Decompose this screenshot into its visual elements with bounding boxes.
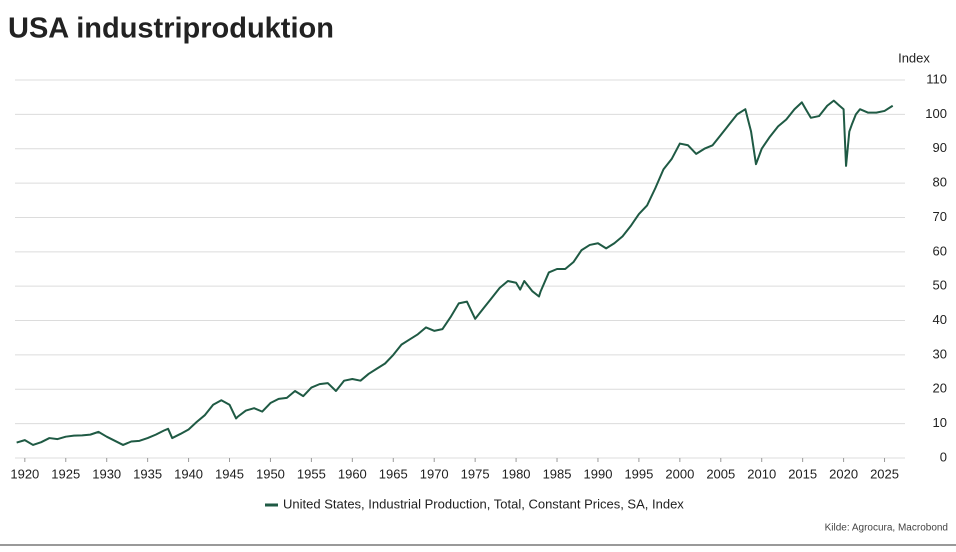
- x-tick-label: 1950: [256, 466, 285, 481]
- y-tick-label: 70: [933, 209, 947, 224]
- y-tick-label: 60: [933, 243, 947, 258]
- x-tick-label: 1985: [543, 466, 572, 481]
- x-tick-label: 2010: [747, 466, 776, 481]
- x-tick-label: 1955: [297, 466, 326, 481]
- x-tick-label: 1940: [174, 466, 203, 481]
- line-series: [16, 99, 894, 446]
- chart-title: USA industriproduktion: [8, 13, 334, 45]
- y-tick-label: 90: [933, 140, 947, 155]
- x-tick-label: 2000: [665, 466, 694, 481]
- x-tick-label: 1945: [215, 466, 244, 481]
- y-tick-label: 50: [933, 278, 947, 293]
- x-tick-label: 1935: [133, 466, 162, 481]
- x-tick-label: 1980: [502, 466, 531, 481]
- x-tick-label: 2005: [706, 466, 735, 481]
- x-tick-label: 1990: [584, 466, 613, 481]
- y-tick-label: 10: [933, 415, 947, 430]
- x-tick-label: 1925: [51, 466, 80, 481]
- source: Kilde: Agrocura, Macrobond: [825, 523, 948, 534]
- y-axis-label: Index: [898, 50, 930, 65]
- x-tick-label: 2020: [829, 466, 858, 481]
- y-tick-label: 80: [933, 175, 947, 190]
- y-tick-label: 30: [933, 346, 947, 361]
- y-tick-label: 0: [940, 449, 947, 464]
- x-tick-label: 1995: [624, 466, 653, 481]
- y-tick-label: 20: [933, 381, 947, 396]
- x-tick-label: 1930: [92, 466, 121, 481]
- x-tick-label: 1960: [338, 466, 367, 481]
- y-tick-label: 110: [926, 71, 947, 86]
- x-tick-label: 1920: [10, 466, 39, 481]
- legend-label: United States, Industrial Production, To…: [283, 496, 684, 511]
- x-tick-label: 2015: [788, 466, 817, 481]
- y-tick-label: 100: [925, 106, 947, 121]
- x-tick-label: 1970: [420, 466, 449, 481]
- x-tick-label: 2025: [870, 466, 899, 481]
- x-tick-label: 1965: [379, 466, 408, 481]
- x-tick-label: 1975: [461, 466, 490, 481]
- y-tick-label: 40: [933, 312, 947, 327]
